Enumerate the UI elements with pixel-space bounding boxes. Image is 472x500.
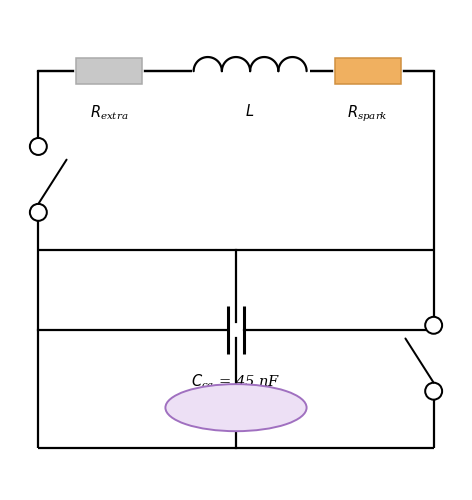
- FancyBboxPatch shape: [76, 58, 142, 84]
- Text: $R_{\mathregular{extra}}$: $R_{\mathregular{extra}}$: [90, 103, 128, 122]
- Circle shape: [425, 382, 442, 400]
- FancyBboxPatch shape: [335, 58, 401, 84]
- Circle shape: [30, 204, 47, 221]
- Text: $L$: $L$: [245, 103, 255, 119]
- Text: $C_{\mathregular{ca}}$ = 45 nF: $C_{\mathregular{ca}}$ = 45 nF: [191, 372, 281, 391]
- Circle shape: [425, 317, 442, 334]
- Circle shape: [30, 138, 47, 155]
- Text: $R_{\mathregular{spark}}$: $R_{\mathregular{spark}}$: [347, 103, 388, 124]
- Text: Power source: Power source: [192, 401, 280, 414]
- Ellipse shape: [165, 384, 307, 431]
